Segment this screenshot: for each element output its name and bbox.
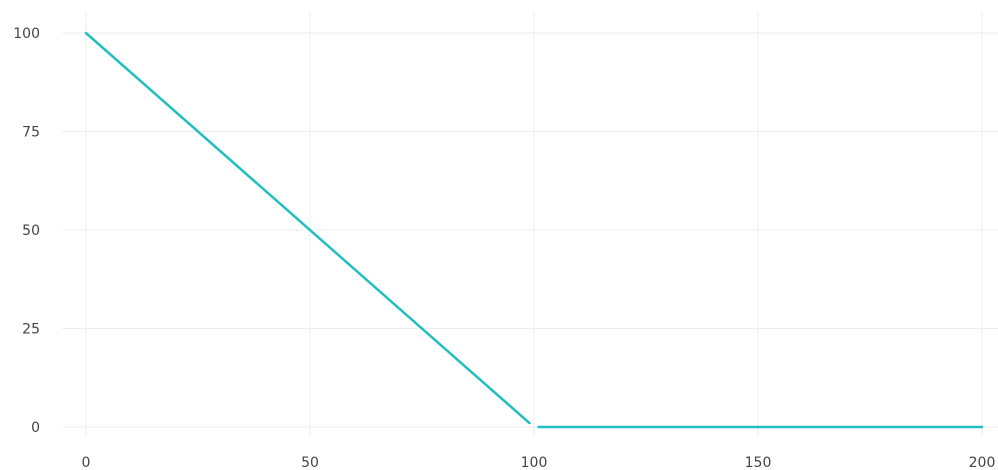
x-tick-label-0: 0 [82, 455, 91, 470]
y-tick-label-50: 50 [22, 223, 40, 239]
series-lines [84, 31, 984, 429]
y-tick-label-25: 25 [22, 322, 40, 338]
x-tick-label-50: 50 [301, 455, 319, 470]
x-tick-label-100: 100 [521, 455, 548, 470]
x-tick-label-200: 200 [969, 455, 996, 470]
series-line-segment [84, 31, 531, 425]
y-tick-label-100: 100 [13, 26, 40, 42]
y-tick-label-0: 0 [31, 420, 40, 436]
y-tick-label-75: 75 [22, 125, 40, 141]
y-axis-ticks: 0 25 50 75 100 [13, 26, 40, 436]
grid [62, 12, 998, 437]
x-tick-label-150: 150 [745, 455, 772, 470]
x-axis-ticks: 0 50 100 150 200 [82, 455, 996, 470]
